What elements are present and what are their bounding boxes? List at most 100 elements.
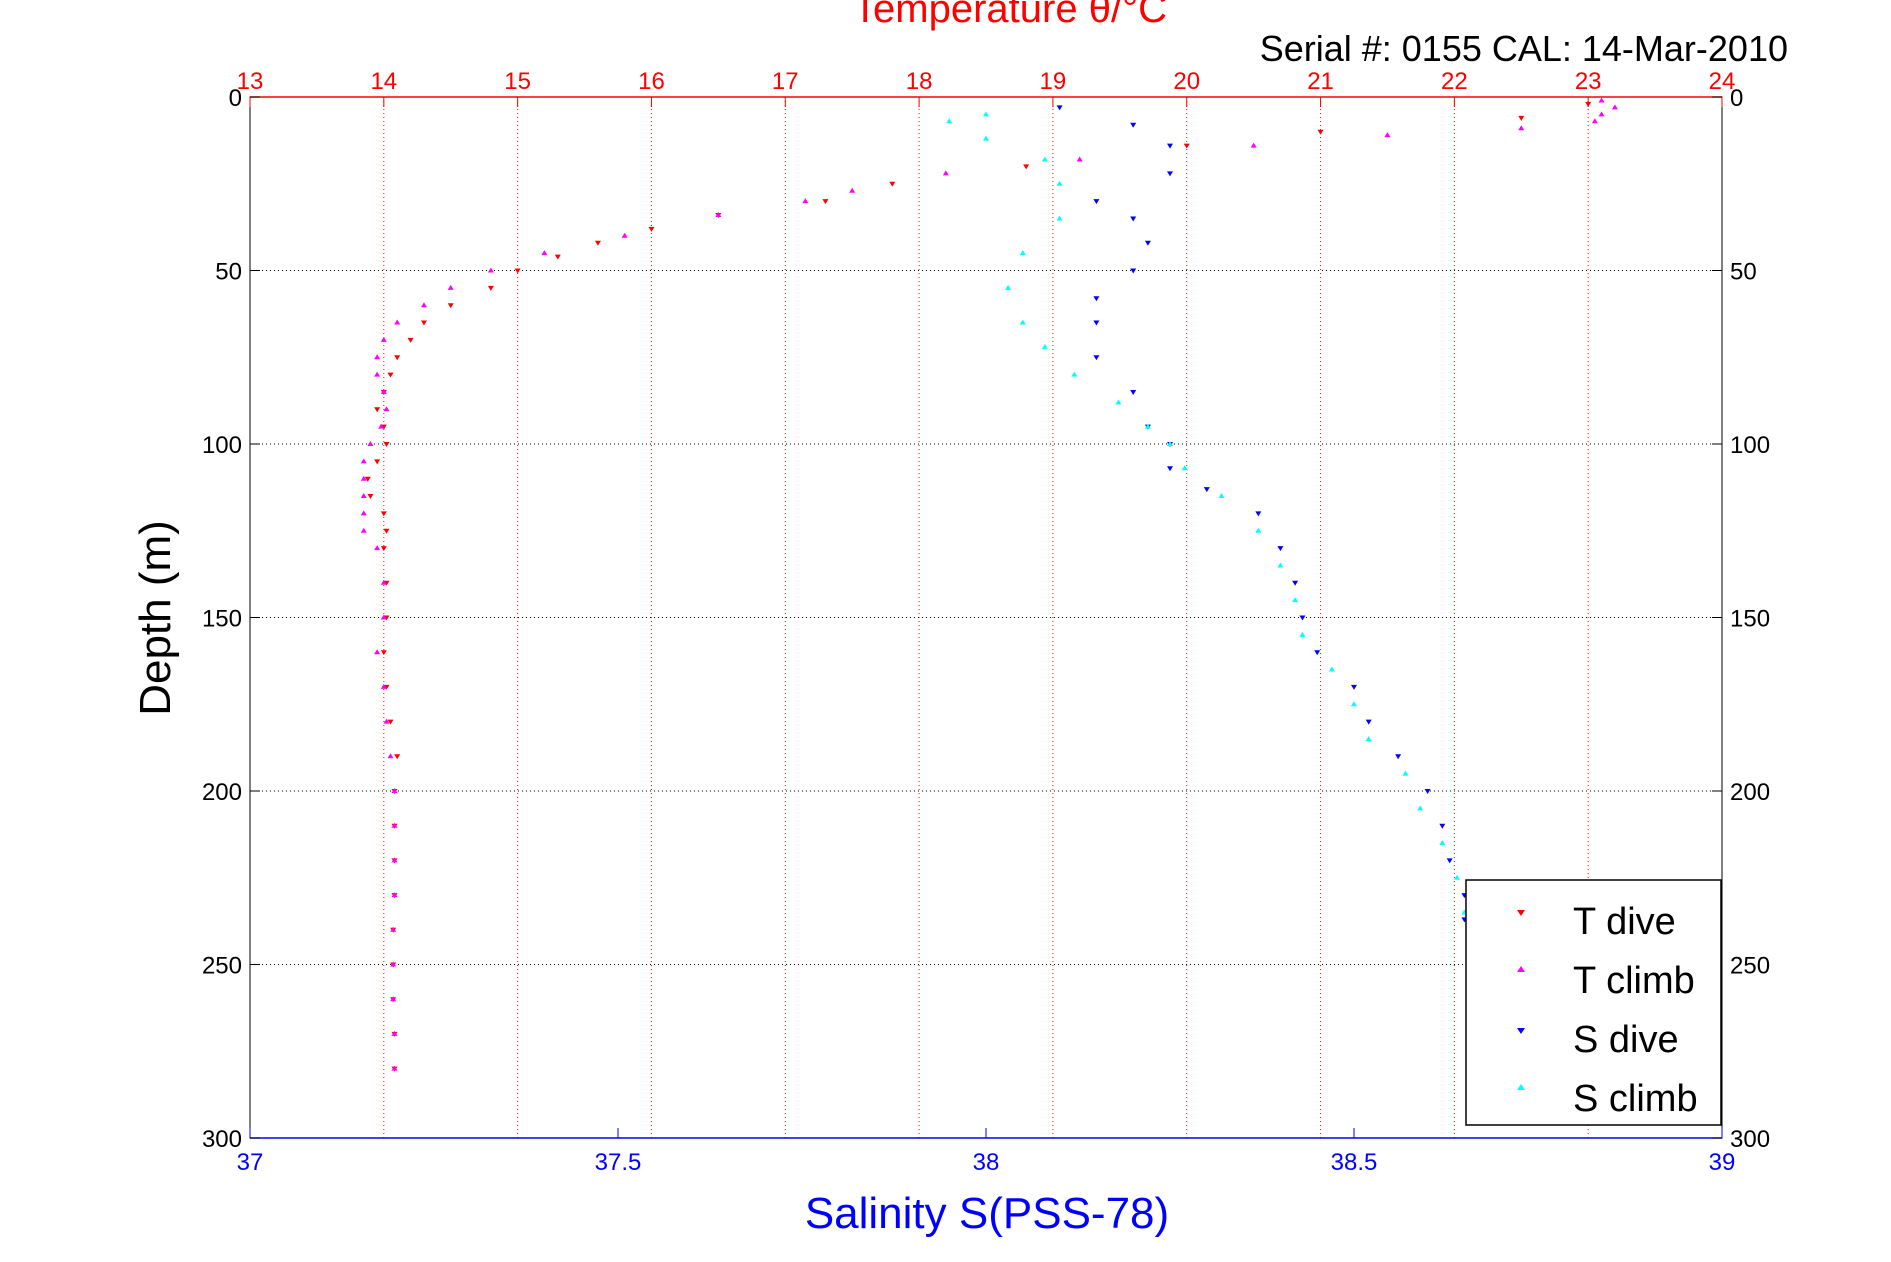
data-point bbox=[1292, 597, 1299, 603]
data-point bbox=[1255, 511, 1262, 517]
data-point bbox=[1167, 143, 1173, 149]
data-point bbox=[1130, 389, 1137, 395]
data-point bbox=[1446, 858, 1453, 864]
data-point bbox=[1130, 122, 1137, 128]
series-s-climb bbox=[946, 111, 1468, 915]
data-point bbox=[420, 302, 427, 308]
depth-tick-label-left: 250 bbox=[202, 953, 242, 980]
depth-tick-label-right: 300 bbox=[1730, 1126, 1770, 1153]
data-point bbox=[1076, 156, 1083, 162]
depth-tick-label-left: 150 bbox=[202, 606, 242, 633]
data-point bbox=[554, 254, 561, 260]
data-point bbox=[391, 822, 398, 828]
data-point bbox=[648, 226, 655, 232]
data-point bbox=[394, 319, 401, 325]
data-point bbox=[1439, 823, 1446, 829]
data-point bbox=[391, 857, 398, 863]
data-point bbox=[1023, 164, 1030, 170]
data-point bbox=[394, 754, 401, 760]
data-point bbox=[360, 475, 367, 481]
data-point bbox=[1598, 111, 1605, 117]
data-point bbox=[391, 1065, 398, 1071]
data-point bbox=[1005, 284, 1012, 290]
temp-tick-label: 20 bbox=[1173, 68, 1200, 95]
data-point bbox=[364, 476, 371, 482]
data-point bbox=[942, 170, 949, 176]
data-point bbox=[1056, 180, 1063, 186]
data-point bbox=[1454, 874, 1461, 880]
data-point bbox=[360, 510, 367, 516]
depth-tick-label-right: 250 bbox=[1730, 953, 1770, 980]
depth-tick-label-left: 0 bbox=[229, 85, 242, 112]
data-point bbox=[1130, 216, 1137, 222]
series-t-climb bbox=[360, 97, 1618, 1071]
data-point bbox=[983, 135, 989, 141]
data-point bbox=[367, 441, 374, 446]
data-point bbox=[1292, 580, 1299, 586]
data-point bbox=[1591, 118, 1598, 124]
salinity-tick-label: 38 bbox=[973, 1149, 1000, 1176]
data-point bbox=[367, 494, 374, 500]
depth-tick-label-right: 100 bbox=[1730, 432, 1770, 459]
data-point bbox=[1250, 142, 1257, 148]
data-point bbox=[447, 284, 454, 290]
temp-tick-label: 18 bbox=[906, 68, 933, 95]
data-point bbox=[1071, 371, 1078, 377]
legend-marker-t-dive bbox=[1517, 910, 1525, 916]
data-point bbox=[374, 407, 381, 413]
data-point bbox=[1365, 735, 1372, 741]
data-point bbox=[715, 211, 722, 217]
data-point bbox=[1328, 666, 1335, 672]
data-point bbox=[391, 892, 398, 898]
chart-subtitle: Serial #: 0155 CAL: 14-Mar-2010 bbox=[1260, 28, 1788, 69]
legend-label-s-climb: S climb bbox=[1573, 1078, 1698, 1120]
legend-item-s-dive: S dive bbox=[1517, 1019, 1679, 1061]
data-point bbox=[387, 753, 394, 759]
data-point bbox=[380, 511, 387, 517]
data-point bbox=[889, 181, 896, 187]
data-point bbox=[383, 442, 390, 447]
data-point bbox=[487, 285, 494, 291]
data-point bbox=[621, 232, 628, 238]
data-point bbox=[360, 493, 367, 499]
data-point bbox=[390, 926, 397, 932]
temp-tick-label: 16 bbox=[638, 68, 665, 95]
data-point bbox=[1056, 105, 1063, 111]
data-point bbox=[360, 458, 367, 464]
depth-tick-label-right: 0 bbox=[1730, 85, 1743, 112]
data-point bbox=[387, 372, 394, 378]
temp-tick-label: 24 bbox=[1709, 68, 1736, 95]
legend-item-t-dive: T dive bbox=[1517, 901, 1676, 943]
data-point bbox=[1384, 132, 1391, 138]
legend-label-t-climb: T climb bbox=[1573, 960, 1695, 1002]
data-point bbox=[1314, 650, 1321, 656]
data-point bbox=[946, 118, 953, 124]
data-point bbox=[1351, 701, 1357, 707]
data-point bbox=[802, 198, 809, 204]
data-point bbox=[487, 267, 494, 273]
y-axis-label: Depth (m) bbox=[131, 520, 180, 716]
data-point bbox=[983, 111, 989, 117]
data-point bbox=[374, 354, 381, 360]
data-point bbox=[380, 579, 387, 585]
data-point bbox=[1144, 423, 1151, 429]
legend-marker-t-climb bbox=[1517, 966, 1525, 972]
data-point bbox=[383, 406, 390, 412]
data-point bbox=[383, 718, 390, 724]
data-point bbox=[380, 388, 387, 394]
data-point bbox=[1395, 754, 1402, 760]
chart-title: Temperature θ/°C bbox=[853, 0, 1167, 31]
data-points bbox=[360, 97, 1618, 1072]
legend-box bbox=[1465, 879, 1722, 1126]
depth-tick-label-right: 50 bbox=[1730, 259, 1757, 286]
series-t-dive bbox=[364, 101, 1592, 1072]
salinity-tick-label: 38.5 bbox=[1331, 1149, 1378, 1176]
depth-tick-label-left: 100 bbox=[202, 432, 242, 459]
data-point bbox=[594, 240, 601, 246]
data-point bbox=[541, 250, 548, 256]
data-point bbox=[391, 1030, 398, 1036]
depth-tick-label-right: 200 bbox=[1730, 779, 1770, 806]
legend-item-s-climb: S climb bbox=[1517, 1078, 1698, 1120]
data-point bbox=[1277, 546, 1284, 552]
